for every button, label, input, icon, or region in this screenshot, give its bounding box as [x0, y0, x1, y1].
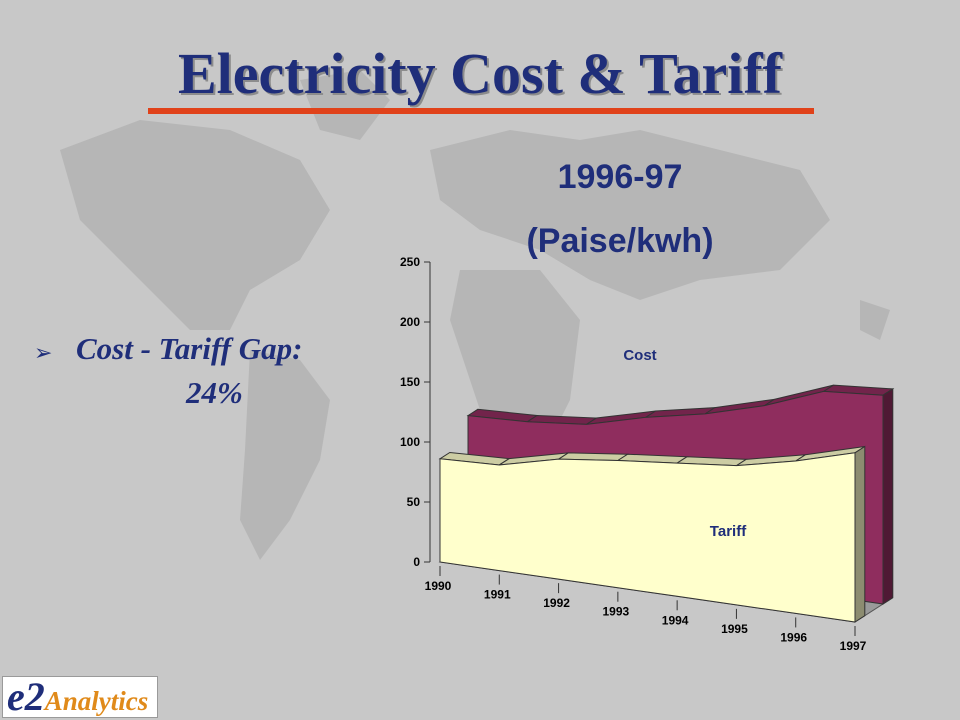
- y-tick-label: 0: [413, 555, 420, 569]
- series-side-cost: [882, 387, 894, 605]
- y-tick-label: 50: [407, 495, 421, 509]
- y-tick-label: 250: [400, 255, 420, 269]
- x-tick-label: 1994: [662, 613, 689, 627]
- logo-text: Analytics: [44, 686, 149, 716]
- bullet-point: Cost - Tariff Gap: 24%: [76, 327, 303, 415]
- chart-subtitle-unit: (Paise/kwh): [526, 222, 714, 260]
- x-tick-label: 1997: [840, 639, 867, 653]
- y-tick-label: 150: [400, 375, 420, 389]
- x-tick-label: 1992: [543, 596, 570, 610]
- series-label-cost: Cost: [623, 347, 656, 364]
- x-tick-label: 1993: [603, 605, 630, 619]
- chart-subtitle-year: 1996-97: [557, 158, 683, 196]
- x-tick-label: 1990: [425, 579, 452, 593]
- y-tick-label: 100: [400, 435, 420, 449]
- bullet-text: Cost - Tariff Gap:: [76, 331, 303, 366]
- bullet-arrow-icon: ➢: [34, 340, 53, 365]
- x-tick-label: 1991: [484, 588, 511, 602]
- series-area-tariff: [439, 452, 856, 623]
- logo-mark: e2: [7, 676, 45, 718]
- company-logo: e2Analytics: [2, 676, 158, 718]
- x-tick-label: 1996: [780, 630, 807, 644]
- y-tick-label: 200: [400, 315, 420, 329]
- title-underline: [148, 108, 814, 114]
- x-tick-label: 1995: [721, 622, 748, 636]
- slide-title: Electricity Cost & Tariff: [177, 41, 782, 106]
- series-label-tariff: Tariff: [710, 523, 747, 540]
- series-side-tariff: [854, 445, 866, 623]
- bullet-value: 24%: [186, 375, 243, 410]
